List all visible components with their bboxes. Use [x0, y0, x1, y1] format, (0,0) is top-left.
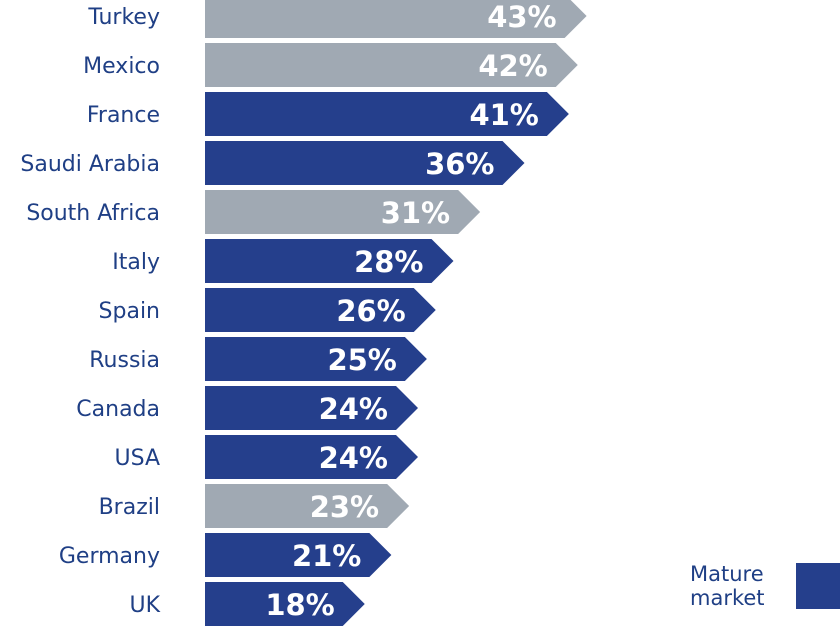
bar-row-mexico: Mexico 42% — [83, 43, 578, 87]
bar-row-usa: USA 24% — [114, 435, 418, 479]
category-label-saudi-arabia: Saudi Arabia — [20, 152, 160, 177]
bar-uk — [205, 582, 365, 626]
category-label-uk: UK — [129, 593, 160, 618]
value-label-france: 41% — [469, 98, 538, 132]
value-label-germany: 21% — [292, 539, 361, 573]
category-label-france: France — [87, 103, 160, 128]
bar-row-saudi-arabia: Saudi Arabia 36% — [20, 141, 525, 185]
category-label-russia: Russia — [89, 348, 160, 373]
value-label-turkey: 43% — [487, 0, 556, 34]
legend-swatch-mature — [796, 563, 840, 609]
bar-row-france: France 41% — [87, 92, 569, 136]
bar-row-brazil: Brazil 23% — [99, 484, 410, 528]
category-label-italy: Italy — [112, 250, 160, 275]
bar-row-germany: Germany 21% — [59, 533, 392, 577]
bar-saudi-arabia — [205, 141, 525, 185]
value-label-usa: 24% — [319, 441, 388, 475]
bar-spain — [205, 288, 436, 332]
value-label-south-africa: 31% — [381, 196, 450, 230]
bar-row-spain: Spain 26% — [99, 288, 436, 332]
value-label-russia: 25% — [327, 343, 396, 377]
category-label-usa: USA — [114, 446, 160, 471]
category-label-germany: Germany — [59, 544, 160, 569]
bar-row-south-africa: South Africa 31% — [26, 190, 481, 234]
value-label-spain: 26% — [336, 294, 405, 328]
bar-germany — [205, 533, 392, 577]
bar-italy — [205, 239, 454, 283]
category-label-canada: Canada — [76, 397, 160, 422]
bar-row-uk: UK 18% — [129, 582, 365, 626]
value-label-canada: 24% — [319, 392, 388, 426]
category-label-mexico: Mexico — [83, 54, 160, 79]
bar-mexico — [205, 43, 578, 87]
value-label-brazil: 23% — [310, 490, 379, 524]
category-label-turkey: Turkey — [87, 5, 160, 30]
bar-russia — [205, 337, 427, 381]
legend: Mature market — [690, 562, 840, 610]
category-label-spain: Spain — [99, 299, 160, 324]
bar-usa — [205, 435, 418, 479]
bar-row-turkey: Turkey 43% — [87, 0, 587, 38]
bar-row-canada: Canada 24% — [76, 386, 418, 430]
bar-row-italy: Italy 28% — [112, 239, 454, 283]
category-label-south-africa: South Africa — [26, 201, 160, 226]
bar-south-africa — [205, 190, 481, 234]
bar-canada — [205, 386, 418, 430]
bar-france — [205, 92, 569, 136]
value-label-italy: 28% — [354, 245, 423, 279]
value-label-mexico: 42% — [478, 49, 547, 83]
legend-label: Mature market — [690, 562, 765, 610]
bar-brazil — [205, 484, 410, 528]
value-label-uk: 18% — [265, 588, 334, 622]
bar-row-russia: Russia 25% — [89, 337, 427, 381]
value-label-saudi-arabia: 36% — [425, 147, 494, 181]
category-label-brazil: Brazil — [99, 495, 160, 520]
bar-turkey — [205, 0, 587, 38]
